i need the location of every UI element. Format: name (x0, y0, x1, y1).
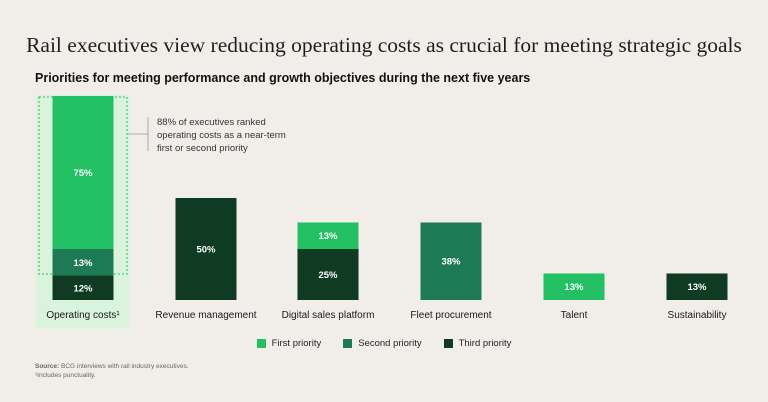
legend-label-third: Third priority (458, 338, 512, 349)
bar-label-second-3: 38% (441, 257, 461, 268)
legend-swatch-third (443, 339, 453, 348)
bar-label-first-4: 13% (564, 282, 584, 293)
source-label: Source: (35, 363, 60, 370)
bar-first-4 (543, 273, 605, 300)
annotation-line-0: 88% of executives ranked (157, 117, 266, 128)
legend: First priority Second priority Third pri… (0, 338, 768, 349)
bar-label-first-2: 13% (318, 231, 338, 242)
annotation-line-2: first or second priority (157, 143, 248, 154)
bar-third-2 (297, 249, 359, 300)
bar-label-third-1: 50% (196, 245, 216, 256)
category-label-5: Sustainability (668, 310, 727, 321)
bar-label-third-0: 12% (73, 283, 93, 294)
category-label-1: Revenue management (155, 310, 256, 321)
bar-first-0 (52, 96, 114, 249)
bar-third-5 (666, 273, 728, 300)
category-label-2: Digital sales platform (282, 310, 375, 321)
source-note: Source: BCG interviews with rail industr… (35, 362, 189, 380)
legend-item-third: Third priority (443, 338, 512, 349)
bar-third-0 (52, 275, 114, 300)
legend-item-first: First priority (256, 338, 322, 349)
category-label-3: Fleet procurement (410, 310, 491, 321)
bar-label-third-5: 13% (687, 282, 707, 293)
bar-label-second-0: 13% (73, 258, 93, 269)
annotation-line-1: operating costs as a near-term (157, 130, 286, 141)
stacked-bar-chart: 12% 13% 75% Operating costs¹ 50% Revenue mana… (36, 95, 728, 328)
bar-label-first-0: 75% (73, 168, 93, 179)
chart-subtitle: Priorities for meeting performance and g… (35, 71, 531, 85)
legend-swatch-second (343, 339, 353, 348)
legend-label-first: First priority (271, 338, 322, 349)
bar-first-2 (297, 222, 359, 249)
legend-label-second: Second priority (358, 338, 422, 349)
footnote: ¹Includes punctuality. (35, 372, 96, 379)
source-text: BCG interviews with rail industry execut… (61, 363, 189, 370)
category-label-0: Operating costs¹ (46, 310, 120, 321)
legend-item-second: Second priority (343, 338, 422, 349)
chart-title: Rail executives view reducing operating … (26, 33, 742, 57)
bar-label-third-2: 25% (318, 270, 338, 281)
bar-second-3 (420, 222, 482, 300)
bar-second-0 (52, 249, 114, 276)
legend-swatch-first (256, 339, 266, 348)
category-label-4: Talent (561, 310, 588, 321)
bar-third-1 (175, 198, 237, 300)
